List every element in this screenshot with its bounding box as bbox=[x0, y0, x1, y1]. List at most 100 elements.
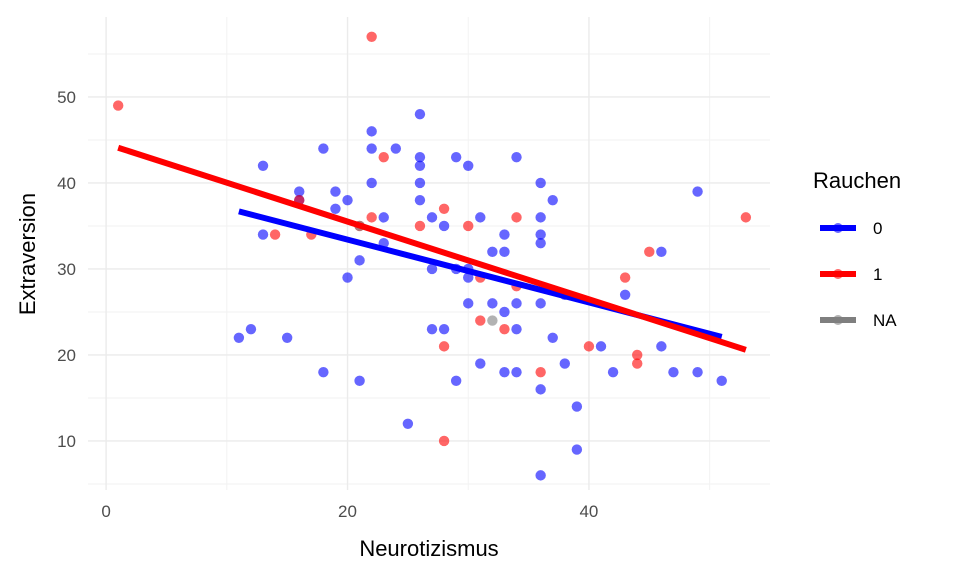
data-point-NA bbox=[487, 315, 498, 326]
data-point-0 bbox=[499, 229, 510, 240]
data-point-0 bbox=[366, 177, 377, 189]
data-point-0 bbox=[378, 212, 389, 223]
y-tick-label: 20 bbox=[57, 346, 76, 365]
data-point-1 bbox=[499, 323, 510, 335]
data-point-0 bbox=[426, 212, 438, 223]
data-point-0 bbox=[354, 375, 365, 386]
data-point-0 bbox=[595, 341, 607, 352]
regression-lines bbox=[117, 144, 747, 353]
data-point-0 bbox=[438, 220, 450, 232]
data-point-1 bbox=[269, 229, 281, 240]
data-point-0 bbox=[426, 323, 438, 335]
x-tick-label: 40 bbox=[579, 502, 598, 521]
data-point-0 bbox=[426, 263, 438, 275]
data-point-0 bbox=[499, 306, 510, 318]
data-point-0 bbox=[499, 366, 510, 378]
data-point-0 bbox=[402, 418, 414, 429]
data-point-0 bbox=[281, 332, 293, 343]
data-point-0 bbox=[535, 384, 546, 395]
data-point-0 bbox=[656, 341, 667, 352]
y-tick-label: 30 bbox=[57, 260, 76, 279]
x-axis-title: Neurotizismus bbox=[359, 536, 498, 561]
data-point-1 bbox=[619, 272, 631, 283]
data-point-0 bbox=[342, 194, 353, 206]
data-point-0 bbox=[330, 186, 341, 197]
data-point-0 bbox=[438, 323, 450, 335]
data-point-0 bbox=[535, 229, 546, 240]
data-point-0 bbox=[414, 160, 426, 171]
data-point-0 bbox=[342, 272, 353, 283]
data-point-0 bbox=[559, 358, 570, 369]
data-point-1 bbox=[535, 366, 546, 378]
data-point-1 bbox=[438, 435, 450, 447]
data-point-1 bbox=[366, 212, 377, 223]
legend-label: 1 bbox=[873, 265, 882, 284]
data-point-0 bbox=[547, 332, 558, 343]
data-point-0 bbox=[318, 366, 329, 378]
data-point-0 bbox=[414, 151, 426, 163]
data-point-0 bbox=[414, 108, 426, 120]
data-point-0 bbox=[390, 143, 402, 154]
data-point-0 bbox=[233, 332, 245, 343]
data-point-0 bbox=[511, 366, 522, 378]
data-point-1 bbox=[463, 220, 474, 232]
data-point-0 bbox=[414, 177, 426, 189]
legend-label: NA bbox=[873, 311, 897, 330]
data-point-1 bbox=[740, 212, 752, 223]
data-point-0 bbox=[463, 272, 474, 283]
legend-label: 0 bbox=[873, 219, 882, 238]
data-point-1 bbox=[583, 341, 595, 352]
data-point-0 bbox=[571, 444, 583, 455]
data-point-0 bbox=[535, 177, 546, 189]
data-point-0 bbox=[414, 194, 426, 206]
data-point-1 bbox=[366, 31, 377, 42]
data-point-0 bbox=[294, 186, 305, 197]
data-point-0 bbox=[450, 375, 462, 386]
data-point-1 bbox=[632, 358, 643, 369]
data-point-0 bbox=[692, 366, 703, 378]
x-tick-label: 20 bbox=[338, 502, 357, 521]
data-point-0 bbox=[535, 212, 546, 223]
data-point-1 bbox=[378, 151, 389, 163]
data-point-0 bbox=[535, 298, 546, 309]
y-tick-label: 10 bbox=[57, 432, 76, 451]
data-point-0 bbox=[245, 323, 257, 335]
legend-key-point bbox=[833, 269, 843, 279]
data-point-1 bbox=[511, 212, 522, 223]
data-points bbox=[112, 31, 752, 481]
data-point-0 bbox=[535, 237, 546, 249]
data-point-0 bbox=[692, 186, 703, 197]
data-point-0 bbox=[656, 246, 667, 257]
y-axis-title: Extraversion bbox=[15, 193, 40, 315]
data-point-0 bbox=[716, 375, 727, 386]
data-point-0 bbox=[487, 246, 498, 257]
data-point-0 bbox=[668, 366, 679, 378]
data-point-0 bbox=[330, 203, 341, 214]
data-point-1 bbox=[644, 246, 655, 257]
data-point-0 bbox=[366, 143, 377, 154]
minor-gridlines bbox=[88, 17, 770, 490]
legend-title: Rauchen bbox=[813, 168, 901, 193]
data-point-0 bbox=[318, 143, 329, 154]
data-point-0 bbox=[499, 246, 510, 257]
legend-key-point bbox=[833, 223, 843, 233]
data-point-0 bbox=[475, 212, 486, 223]
data-point-0 bbox=[475, 358, 486, 369]
data-point-0 bbox=[463, 298, 474, 309]
regression-line-1 bbox=[117, 144, 747, 353]
data-point-0 bbox=[450, 151, 462, 163]
data-point-0 bbox=[619, 289, 631, 300]
y-tick-label: 40 bbox=[57, 174, 76, 193]
data-point-1 bbox=[438, 203, 450, 214]
data-point-0 bbox=[607, 366, 619, 378]
data-point-1 bbox=[475, 315, 486, 326]
data-point-0 bbox=[257, 229, 269, 240]
data-point-1 bbox=[438, 341, 450, 352]
legend: Rauchen 0 1 NA bbox=[813, 168, 901, 330]
y-axis-ticks: 10 20 30 40 50 bbox=[57, 88, 76, 451]
legend-key-point bbox=[833, 315, 843, 325]
data-point-0 bbox=[463, 160, 474, 171]
data-point-0 bbox=[535, 470, 546, 481]
x-axis-ticks: 0 20 40 bbox=[101, 502, 598, 521]
